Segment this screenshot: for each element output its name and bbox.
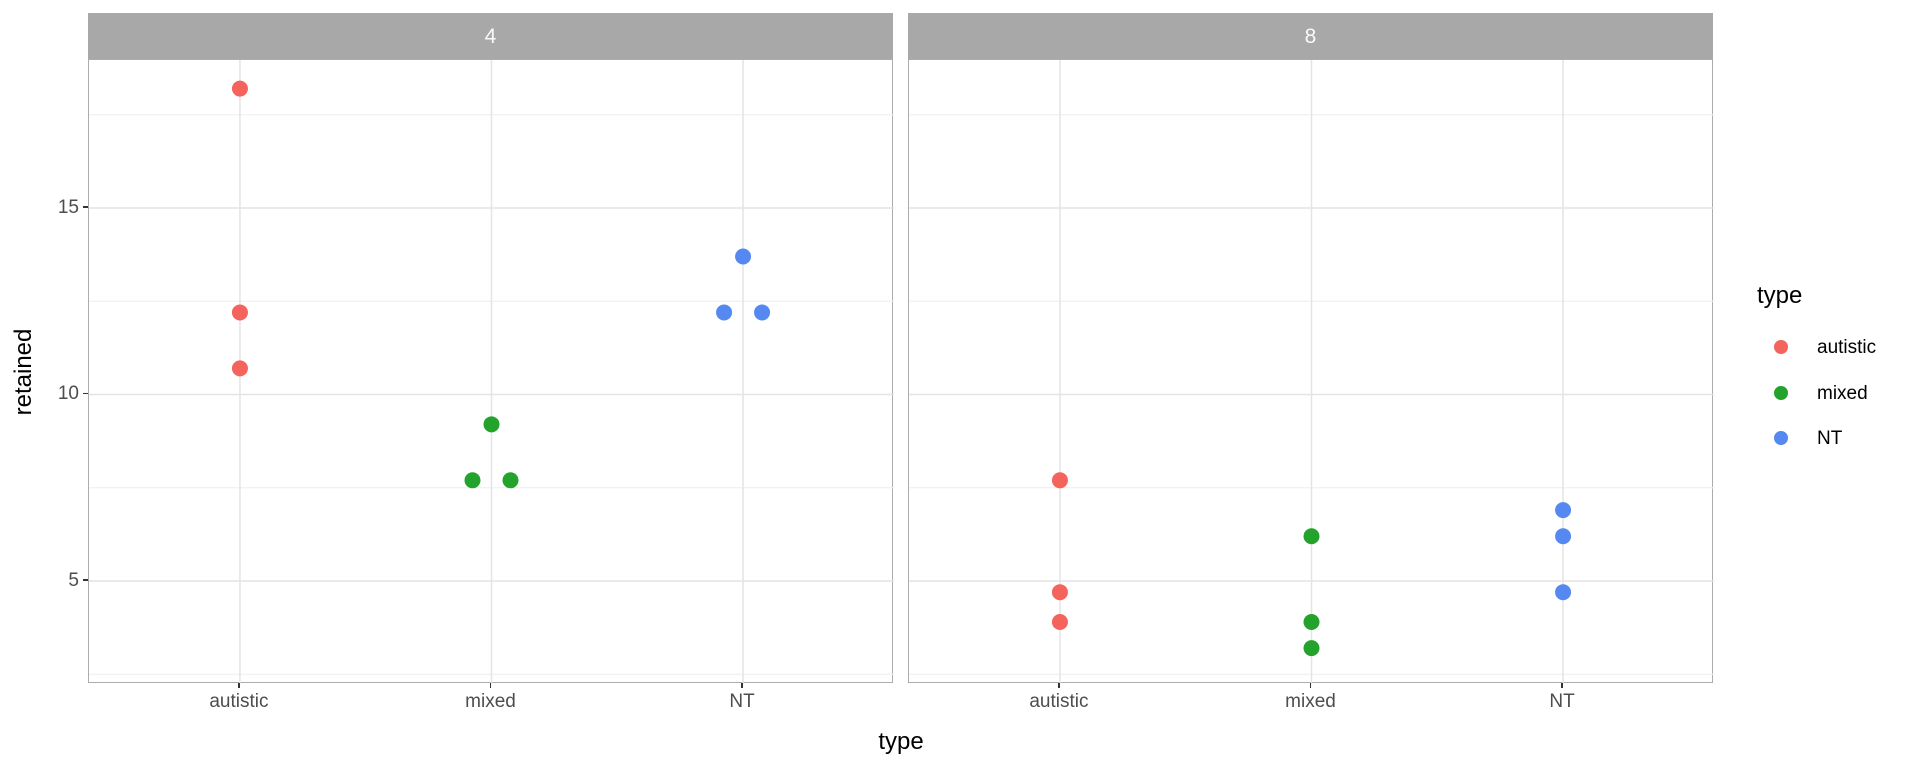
data-point-mixed [1303, 640, 1320, 657]
x-tick-label: autistic [1029, 691, 1089, 712]
data-point-NT [1555, 528, 1572, 545]
data-point-autistic [231, 304, 248, 321]
x-tick-mark [489, 683, 492, 688]
legend-entry-label: NT [1817, 428, 1843, 449]
data-point-mixed [483, 416, 500, 433]
data-point-autistic [1051, 614, 1068, 631]
plot-panel [908, 59, 1714, 684]
facet-strip: 8 [908, 13, 1713, 59]
legend-entry-label: autistic [1817, 337, 1877, 358]
y-tick-mark [83, 392, 88, 395]
x-tick-mark [1058, 683, 1060, 688]
x-tick-mark [1309, 683, 1312, 688]
legend-entry: NT [1746, 423, 1916, 453]
data-point-NT [754, 304, 771, 321]
data-point-NT [1555, 502, 1572, 519]
data-point-autistic [1051, 584, 1068, 601]
legend-key-dot [1774, 340, 1788, 354]
x-axis-title: type [878, 728, 924, 755]
y-tick-label: 15 [57, 196, 79, 218]
data-point-autistic [231, 80, 248, 97]
facet-strip-label: 8 [1304, 24, 1317, 48]
y-tick-mark [83, 579, 88, 581]
data-point-NT [735, 248, 752, 265]
plot-panel [88, 59, 894, 684]
data-point-autistic [1051, 472, 1068, 489]
data-point-NT [1555, 584, 1572, 601]
data-point-mixed [502, 472, 519, 489]
data-point-NT [716, 304, 733, 321]
facet-strip: 4 [88, 13, 893, 59]
panel-canvas [909, 60, 1714, 684]
x-tick-mark [1561, 683, 1563, 688]
legend-entry: mixed [1746, 378, 1916, 408]
legend-key-dot [1774, 431, 1788, 445]
panel-canvas [89, 60, 894, 684]
legend-key-dot [1774, 385, 1788, 400]
data-point-mixed [1303, 614, 1320, 631]
x-tick-label: autistic [209, 691, 269, 712]
data-point-autistic [231, 360, 248, 377]
x-tick-label: mixed [465, 691, 516, 712]
data-point-mixed [1303, 528, 1320, 545]
legend-entry-label: mixed [1817, 382, 1868, 404]
legend-entry: autistic [1746, 332, 1916, 362]
legend-title: type [1757, 282, 1803, 309]
data-point-mixed [464, 472, 481, 489]
y-tick-label: 10 [57, 383, 79, 404]
x-tick-mark [238, 683, 240, 688]
x-tick-label: NT [1549, 691, 1575, 712]
x-tick-label: mixed [1285, 691, 1336, 712]
x-tick-label: NT [729, 691, 755, 712]
y-tick-label: 5 [68, 569, 79, 591]
facet-strip-label: 4 [484, 24, 497, 48]
x-tick-mark [741, 683, 743, 688]
y-tick-mark [83, 206, 88, 208]
